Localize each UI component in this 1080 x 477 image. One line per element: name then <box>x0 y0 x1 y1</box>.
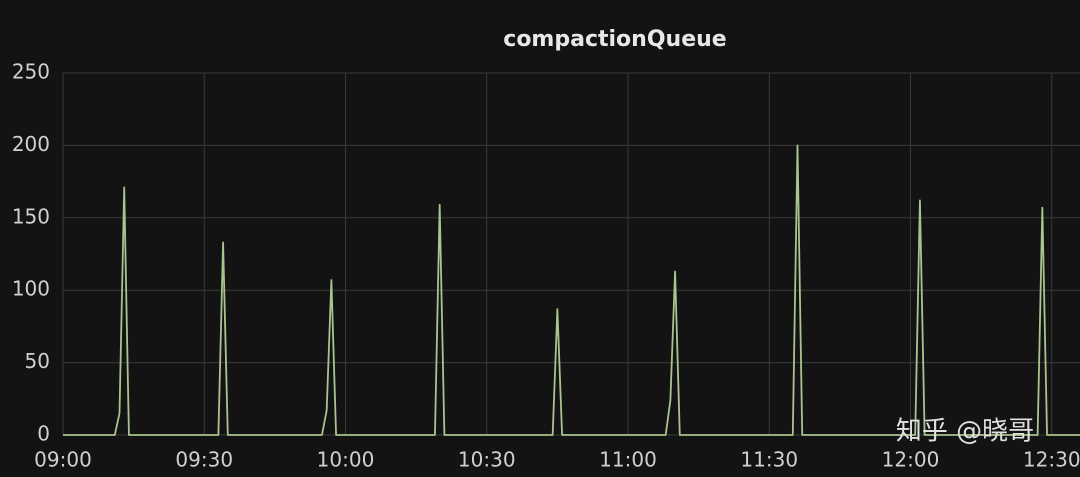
x-tick-label: 11:30 <box>740 448 798 472</box>
y-tick-label: 0 <box>37 422 50 446</box>
chart-title: compactionQueue <box>503 27 726 52</box>
y-tick-label: 150 <box>12 204 50 228</box>
x-tick-label: 12:30 <box>1023 448 1080 472</box>
x-tick-label: 10:30 <box>458 448 516 472</box>
y-tick-label: 50 <box>25 349 50 373</box>
series-line <box>63 144 1080 436</box>
x-tick-label: 11:00 <box>599 448 657 472</box>
x-tick-label: 09:30 <box>175 448 233 472</box>
x-tick-label: 09:00 <box>34 448 92 472</box>
x-tick-label: 10:00 <box>317 448 375 472</box>
watermark: 知乎 @晓哥 <box>896 417 1034 447</box>
x-tick-label: 12:00 <box>882 448 940 472</box>
y-tick-label: 100 <box>12 277 50 301</box>
y-tick-label: 200 <box>12 132 50 156</box>
y-tick-label: 250 <box>12 60 50 84</box>
